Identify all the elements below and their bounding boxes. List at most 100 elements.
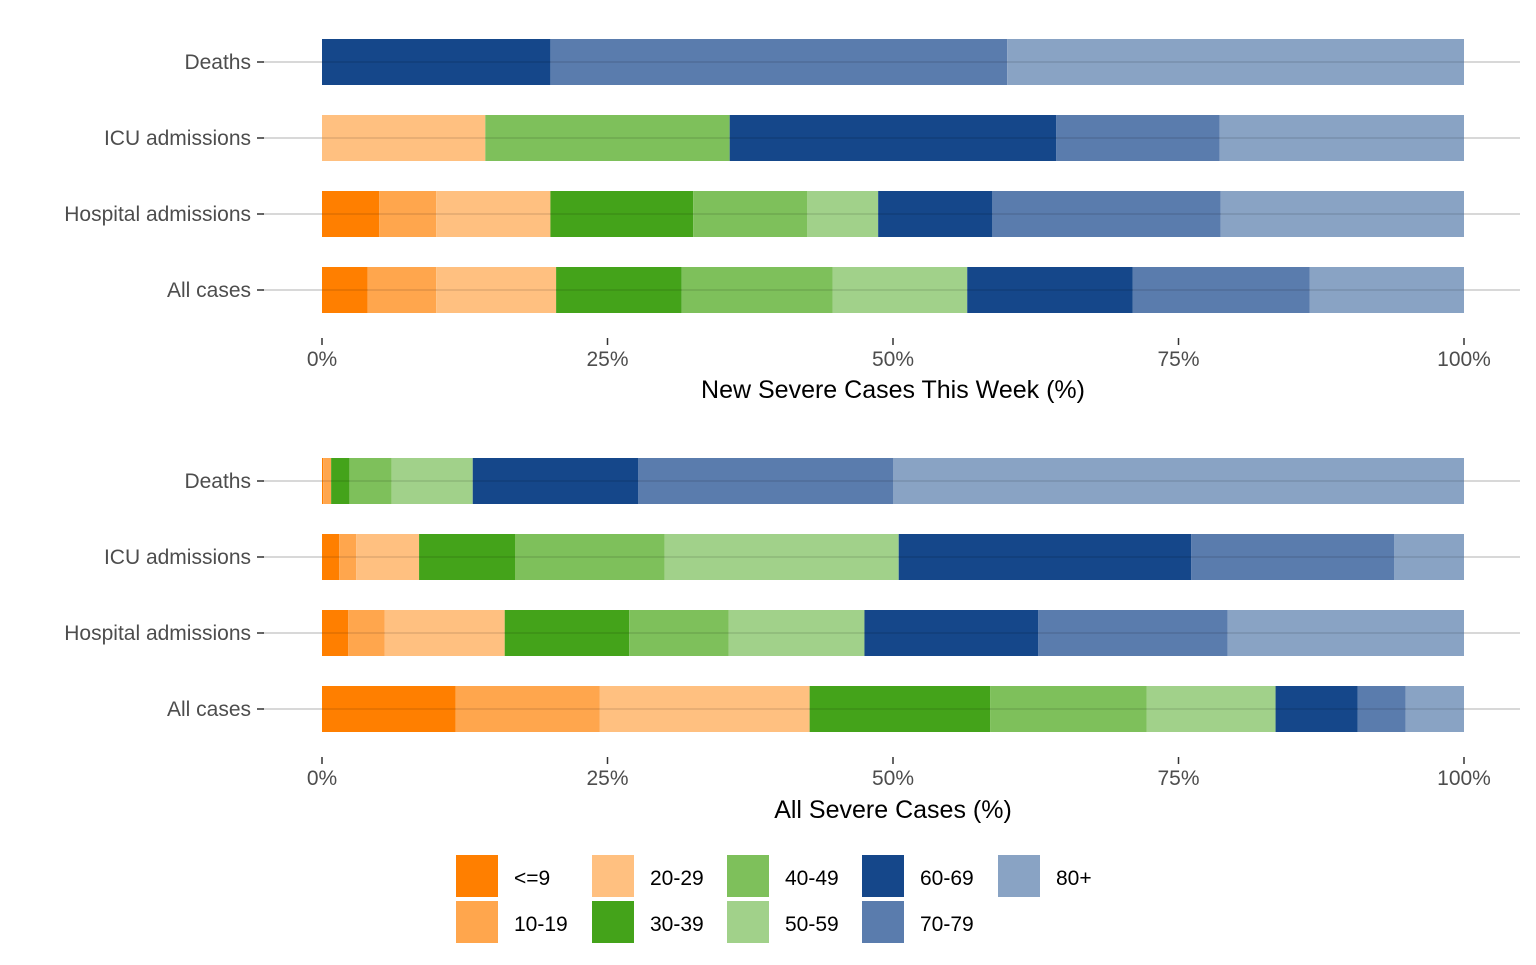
bar-icu-admissions-80plus [1394,534,1464,580]
x-tick-label: 0% [307,348,337,371]
legend-label-60-69: 60-69 [920,867,974,890]
bar-all-cases-10-19 [367,267,437,313]
bar-deaths-10-19 [323,458,332,504]
x-axis-title: All Severe Cases (%) [774,796,1012,824]
bar-deaths-30-39 [331,458,350,504]
legend-label-40-49: 40-49 [785,867,839,890]
bar-all-cases-70-79 [1132,267,1310,313]
bar-all-cases-80plus [1405,686,1464,732]
legend-label-70-79: 70-79 [920,913,974,936]
legend-label-10-19: 10-19 [514,913,568,936]
bar-hospital-admissions-40-49 [629,610,729,656]
bar-deaths-80plus [893,458,1464,504]
bar-deaths-le9 [322,458,324,504]
bar-all-cases-50-59 [1146,686,1276,732]
bar-all-cases-60-69 [1275,686,1358,732]
x-tick-label: 25% [586,348,628,371]
bar-hospital-admissions-50-59 [807,191,879,237]
bar-hospital-admissions-10-19 [379,191,437,237]
legend-swatch-20-29 [592,855,634,897]
bar-hospital-admissions-40-49 [693,191,808,237]
bar-icu-admissions-50-59 [664,534,899,580]
bar-hospital-admissions-80plus [1220,191,1464,237]
bar-deaths-70-79 [550,39,1008,85]
bar-hospital-admissions-70-79 [992,191,1221,237]
bar-all-cases-60-69 [967,267,1133,313]
legend-swatch-70-79 [862,901,904,943]
bar-all-cases-le9 [322,686,456,732]
bar-icu-admissions-20-29 [356,534,420,580]
bar-all-cases-10-19 [455,686,600,732]
legend-swatch-10-19 [456,901,498,943]
legend-swatch-40-49 [727,855,769,897]
bar-hospital-admissions-le9 [322,191,380,237]
bar-hospital-admissions-30-39 [504,610,630,656]
x-tick-label: 75% [1157,767,1199,790]
bar-hospital-admissions-20-29 [436,191,551,237]
bar-icu-admissions-10-19 [339,534,357,580]
bar-hospital-admissions-60-69 [878,191,993,237]
bar-hospital-admissions-50-59 [728,610,865,656]
bar-deaths-40-49 [349,458,392,504]
y-tick-label-all-cases: All cases [167,698,251,721]
x-tick-label: 50% [872,767,914,790]
y-tick-label-deaths: Deaths [184,470,251,493]
legend-swatch-le9 [456,855,498,897]
x-tick-label: 0% [307,767,337,790]
x-tick-label: 50% [872,348,914,371]
bar-all-cases-20-29 [599,686,810,732]
bar-hospital-admissions-60-69 [864,610,1039,656]
bar-icu-admissions-20-29 [322,115,486,161]
y-tick-label-all-cases: All cases [167,279,251,302]
y-tick-label-hospital-admissions: Hospital admissions [64,622,251,645]
bar-deaths-50-59 [391,458,473,504]
bar-hospital-admissions-30-39 [550,191,694,237]
bar-hospital-admissions-70-79 [1038,610,1228,656]
bar-all-cases-50-59 [832,267,968,313]
bar-icu-admissions-le9 [322,534,340,580]
bar-deaths-60-69 [472,458,639,504]
bar-all-cases-80plus [1309,267,1464,313]
legend-label-le9: <=9 [514,867,550,890]
bar-icu-admissions-80plus [1219,115,1464,161]
bar-icu-admissions-70-79 [1056,115,1220,161]
bar-all-cases-40-49 [681,267,833,313]
bar-deaths-80plus [1007,39,1464,85]
x-axis-title: New Severe Cases This Week (%) [701,376,1085,404]
bar-hospital-admissions-le9 [322,610,349,656]
bar-all-cases-70-79 [1357,686,1406,732]
bar-deaths-60-69 [322,39,551,85]
legend-label-30-39: 30-39 [650,913,704,936]
bar-all-cases-20-29 [436,267,557,313]
bar-all-cases-30-39 [809,686,991,732]
legend-label-20-29: 20-29 [650,867,704,890]
legend-label-50-59: 50-59 [785,913,839,936]
bar-all-cases-30-39 [556,267,682,313]
bar-deaths-70-79 [638,458,893,504]
bar-icu-admissions-40-49 [514,534,665,580]
bar-icu-admissions-60-69 [898,534,1192,580]
y-tick-label-icu-admissions: ICU admissions [104,546,251,569]
y-tick-label-deaths: Deaths [184,51,251,74]
x-tick-label: 75% [1157,348,1199,371]
x-tick-label: 100% [1437,348,1491,371]
legend-label-80plus: 80+ [1056,867,1092,890]
bar-hospital-admissions-20-29 [384,610,505,656]
bar-hospital-admissions-80plus [1227,610,1464,656]
bar-icu-admissions-40-49 [485,115,730,161]
legend-swatch-30-39 [592,901,634,943]
bar-hospital-admissions-10-19 [348,610,385,656]
legend-swatch-50-59 [727,901,769,943]
bar-icu-admissions-60-69 [729,115,1057,161]
x-tick-label: 25% [586,767,628,790]
bar-all-cases-40-49 [990,686,1147,732]
legend-swatch-80plus [998,855,1040,897]
bar-icu-admissions-70-79 [1191,534,1395,580]
y-tick-label-icu-admissions: ICU admissions [104,127,251,150]
bar-all-cases-le9 [322,267,368,313]
y-tick-label-hospital-admissions: Hospital admissions [64,203,251,226]
legend-swatch-60-69 [862,855,904,897]
x-tick-label: 100% [1437,767,1491,790]
